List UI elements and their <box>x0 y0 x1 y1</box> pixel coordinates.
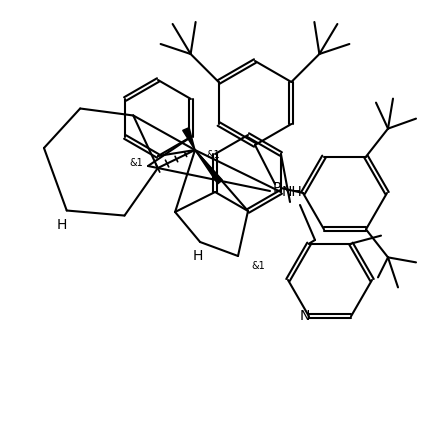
Text: &1: &1 <box>251 261 265 271</box>
Text: N: N <box>300 309 310 324</box>
Text: H: H <box>193 249 203 263</box>
Text: P: P <box>273 181 281 195</box>
Text: &1: &1 <box>206 150 220 160</box>
Text: NH: NH <box>282 185 302 199</box>
Polygon shape <box>195 150 223 184</box>
Text: H: H <box>56 217 67 232</box>
Text: &1: &1 <box>129 158 143 168</box>
Polygon shape <box>183 128 195 150</box>
